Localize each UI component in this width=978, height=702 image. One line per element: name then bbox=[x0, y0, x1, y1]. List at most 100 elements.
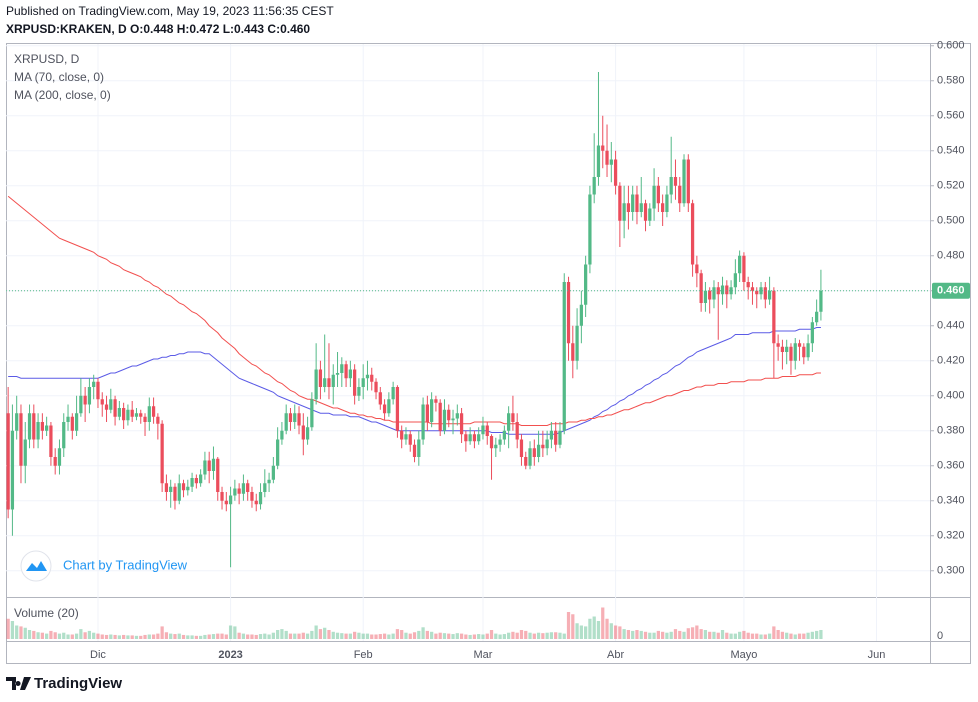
footer-brand: TradingView bbox=[34, 675, 122, 692]
candle-body bbox=[378, 392, 382, 405]
volume-bar bbox=[498, 634, 502, 639]
volume-bar bbox=[541, 633, 545, 639]
candle-body bbox=[203, 460, 207, 475]
volume-bar bbox=[412, 632, 417, 639]
volume-bar bbox=[160, 626, 164, 639]
candle-body bbox=[750, 287, 755, 291]
candle-body bbox=[408, 434, 412, 445]
volume-bar bbox=[164, 632, 169, 639]
candle-body bbox=[566, 282, 571, 344]
candle-body bbox=[224, 500, 228, 505]
candle-body bbox=[536, 444, 541, 457]
candle-body bbox=[575, 325, 579, 361]
candle-body bbox=[695, 264, 699, 274]
volume-bar bbox=[464, 634, 468, 639]
candle-body bbox=[96, 381, 100, 400]
volume-bar bbox=[228, 625, 233, 639]
candle-body bbox=[494, 444, 498, 449]
volume-bar bbox=[767, 633, 772, 639]
volume-bar bbox=[502, 634, 506, 639]
volume-bar bbox=[353, 631, 357, 639]
candle-body bbox=[528, 448, 532, 466]
candle-body bbox=[83, 395, 87, 405]
volume-bar bbox=[661, 631, 665, 639]
candle-body bbox=[314, 369, 318, 400]
candle-body bbox=[819, 290, 823, 312]
volume-bar bbox=[763, 634, 767, 639]
candle-body bbox=[571, 343, 575, 361]
volume-bar bbox=[293, 633, 297, 639]
volume-bar bbox=[566, 612, 571, 639]
ma-line bbox=[7, 195, 821, 426]
volume-bar bbox=[652, 632, 656, 639]
volume-bar bbox=[15, 625, 19, 639]
candle-body bbox=[515, 422, 519, 440]
volume-bar bbox=[233, 626, 237, 639]
volume-legend: Volume (20) bbox=[14, 606, 79, 620]
candle-body bbox=[742, 255, 746, 282]
volume-bar bbox=[596, 621, 601, 639]
volume-bar bbox=[361, 633, 365, 639]
candle-body bbox=[301, 425, 305, 440]
candle-body bbox=[678, 185, 682, 204]
volume-bar bbox=[725, 632, 729, 639]
candle-body bbox=[438, 402, 442, 431]
candle-body bbox=[661, 203, 665, 212]
volume-bar bbox=[117, 635, 121, 639]
volume-bar bbox=[147, 634, 151, 639]
volume-bar bbox=[549, 632, 554, 639]
candle-body bbox=[708, 290, 712, 300]
candle-body bbox=[190, 478, 194, 487]
candle-body bbox=[421, 404, 425, 440]
volume-bar bbox=[673, 629, 678, 639]
volume-bar bbox=[267, 634, 271, 639]
volume-bar bbox=[665, 632, 669, 639]
volume-bar bbox=[220, 633, 224, 639]
candles bbox=[6, 72, 823, 568]
volume-bar bbox=[631, 630, 635, 639]
volume-bar bbox=[122, 634, 126, 639]
volume-bar bbox=[96, 633, 100, 639]
volume-bar bbox=[455, 633, 459, 639]
candle-body bbox=[276, 439, 280, 466]
volume-bar bbox=[682, 631, 686, 639]
volume-bar bbox=[335, 632, 340, 639]
volume-bar bbox=[643, 631, 648, 639]
candle-body bbox=[241, 483, 246, 494]
x-tick-label: Abr bbox=[607, 649, 624, 661]
candle-body bbox=[130, 409, 134, 417]
candle-body bbox=[815, 311, 819, 323]
candle-body bbox=[92, 381, 96, 387]
volume-bar bbox=[635, 630, 639, 639]
candle-body bbox=[323, 378, 327, 387]
volume-bar bbox=[370, 634, 374, 639]
volume-bar bbox=[442, 633, 447, 639]
candle-body bbox=[430, 399, 434, 422]
candle-body bbox=[284, 413, 288, 431]
candle-body bbox=[635, 194, 639, 212]
candle-body bbox=[10, 430, 15, 510]
volume-bar bbox=[27, 630, 32, 639]
candle-body bbox=[481, 425, 485, 435]
y-tick-label: 0.300 bbox=[937, 565, 965, 577]
volume-bar bbox=[74, 633, 79, 639]
volume-bar bbox=[250, 634, 254, 639]
volume-bar bbox=[254, 634, 258, 639]
volume-bar bbox=[70, 634, 74, 639]
volume-bar bbox=[400, 630, 404, 639]
candle-body bbox=[477, 434, 481, 442]
watermark-icon bbox=[20, 550, 52, 582]
volume-bar bbox=[639, 630, 643, 639]
candle-body bbox=[216, 458, 220, 492]
volume-bar bbox=[79, 629, 83, 639]
x-tick-label: Mar bbox=[473, 649, 492, 661]
candle-body bbox=[207, 460, 211, 471]
candle-body bbox=[100, 399, 104, 405]
ma-lines bbox=[7, 195, 821, 435]
candle-body bbox=[511, 413, 515, 422]
volume-bar bbox=[434, 633, 438, 639]
candle-body bbox=[682, 159, 686, 204]
volume-bar bbox=[669, 631, 673, 639]
candle-body bbox=[147, 406, 151, 422]
